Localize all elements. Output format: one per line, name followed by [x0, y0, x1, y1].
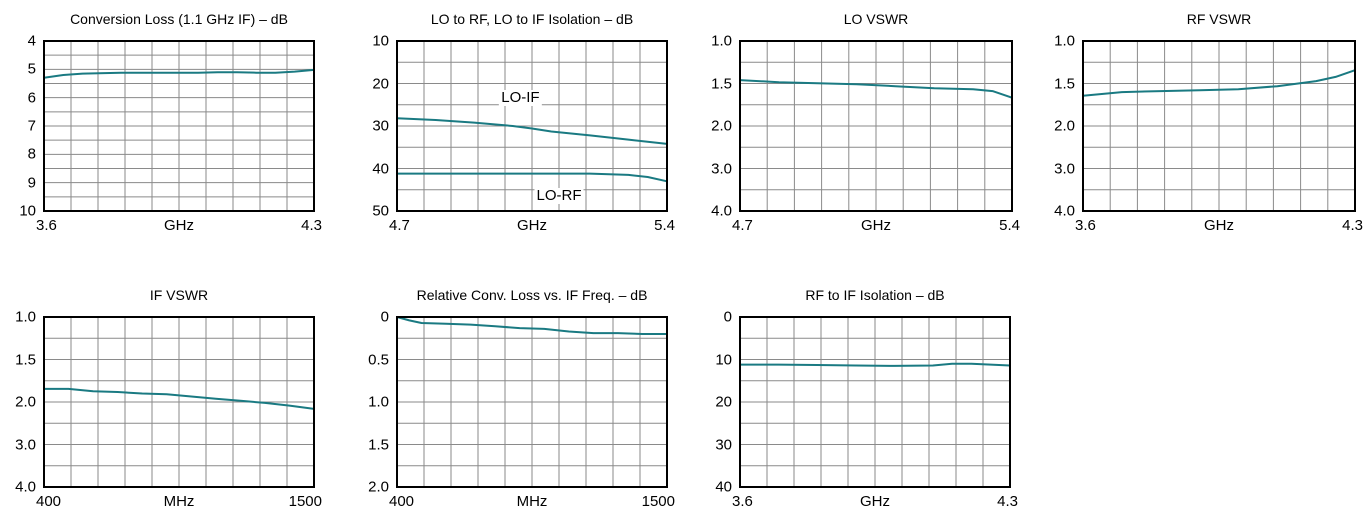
y-tick-label: 0	[723, 308, 732, 326]
y-tick-label: 2.0	[368, 478, 389, 496]
y-tick-label: 3.0	[15, 436, 36, 453]
plot-frame	[739, 40, 1013, 212]
y-tick-label: 1.0	[711, 32, 732, 50]
chart-panel-5: IF VSWR 1.0 1.5 2.0 3.0 4.0 400 MHz 1500	[15, 287, 322, 510]
x-tick-label: 5.4	[999, 217, 1020, 234]
chart-panel-2: LO to RF, LO to IF Isolation – dB 10 20 30 4…	[372, 11, 675, 234]
plot-frame	[1082, 40, 1356, 212]
series-line-lo-if	[396, 117, 668, 145]
x-tick-label: 5.4	[654, 217, 675, 234]
plot-frame	[396, 316, 668, 488]
y-tick-label: 7	[27, 117, 36, 135]
y-tick-label: 40	[715, 478, 732, 496]
y-tick-label: 10	[715, 351, 732, 368]
y-tick-label: 50	[372, 202, 389, 220]
plot-frame	[396, 40, 668, 212]
chart-plot-area	[1082, 40, 1356, 212]
y-tick-label: 2.0	[1054, 117, 1075, 135]
plot-frame	[739, 316, 1011, 488]
y-tick-label: 1.5	[711, 75, 732, 92]
chart-plot-area	[396, 40, 668, 212]
chart-plot-area	[396, 316, 668, 488]
plot-frame	[43, 316, 315, 488]
y-tick-label: 2.0	[711, 117, 732, 135]
series-line-lo-rf	[397, 172, 668, 183]
x-axis-unit-label: MHz	[516, 493, 548, 510]
y-tick-label: 4	[27, 32, 36, 50]
y-tick-label: 2.0	[15, 393, 36, 411]
series-line	[740, 362, 1011, 367]
x-tick-label: 1500	[288, 493, 322, 510]
series-label: LO-RF	[534, 187, 584, 205]
x-tick-label: 4.3	[997, 493, 1018, 510]
series-line	[43, 68, 315, 79]
y-tick-label: 9	[27, 174, 36, 192]
chart-plot-area	[43, 40, 315, 212]
y-tick-label: 20	[372, 75, 389, 92]
y-tick-label: 0	[380, 308, 389, 326]
chart-title: LO to RF, LO to IF Isolation – dB	[430, 11, 634, 27]
chart-plot-area	[739, 316, 1011, 488]
x-axis-unit-label: GHz	[861, 217, 891, 234]
x-tick-label: 400	[36, 493, 62, 510]
x-axis-unit-label: GHz	[517, 217, 547, 234]
y-tick-label: 30	[372, 117, 389, 135]
y-tick-label: 30	[715, 436, 732, 453]
chart-title: Relative Conv. Loss vs. IF Freq. – dB	[416, 287, 648, 303]
y-tick-label: 0.5	[368, 351, 389, 368]
chart-plot-area	[739, 40, 1013, 212]
chart-title: IF VSWR	[149, 287, 209, 303]
y-tick-label: 1.5	[15, 351, 36, 368]
series-line	[396, 316, 667, 335]
x-tick-label: 1500	[641, 493, 675, 510]
x-tick-label: 4.3	[301, 217, 322, 234]
x-tick-label: 4.7	[732, 217, 753, 234]
y-tick-label: 3.0	[1054, 160, 1075, 177]
chart-panel-6: Relative Conv. Loss vs. IF Freq. – dB 0 0.…	[368, 287, 675, 510]
plot-frame	[43, 40, 315, 212]
series-line	[739, 79, 1013, 99]
x-axis-unit-label: GHz	[860, 493, 890, 510]
y-tick-label: 10	[19, 202, 36, 220]
chart-panel-4: RF VSWR 1.0 1.5 2.0 3.0 4.0 3.6 GHz 4.3	[1054, 11, 1363, 234]
chart-title: Conversion Loss (1.1 GHz IF) – dB	[70, 11, 288, 27]
y-tick-label: 1.0	[15, 308, 36, 326]
chart-title: RF VSWR	[1186, 11, 1252, 27]
series-line	[44, 387, 315, 410]
y-tick-label: 8	[27, 145, 36, 163]
y-tick-label: 5	[27, 60, 36, 78]
y-tick-label: 40	[372, 160, 389, 177]
x-axis-unit-label: GHz	[164, 217, 194, 234]
x-tick-label: 3.6	[732, 493, 753, 510]
chart-panel-3: LO VSWR 1.0 1.5 2.0 3.0 4.0 4.7 GHz 5.4	[711, 11, 1020, 234]
chart-title: RF to IF Isolation – dB	[805, 287, 945, 303]
x-tick-label: 400	[389, 493, 415, 510]
x-tick-label: 4.7	[389, 217, 410, 234]
y-tick-label: 1.5	[368, 436, 389, 453]
chart-plot-area	[43, 316, 315, 488]
y-tick-label: 4.0	[1054, 202, 1075, 220]
chart-title: LO VSWR	[843, 11, 909, 27]
x-tick-label: 3.6	[36, 217, 57, 234]
x-tick-label: 3.6	[1075, 217, 1096, 234]
y-tick-label: 4.0	[711, 202, 732, 220]
y-tick-label: 1.0	[1054, 32, 1075, 50]
x-axis-unit-label: GHz	[1204, 217, 1234, 234]
x-axis-unit-label: MHz	[163, 493, 195, 510]
chart-panel-1: Conversion Loss (1.1 GHz IF) – dB 4 5 6 7 8 9 1…	[19, 11, 322, 234]
series-line	[1082, 69, 1356, 97]
y-tick-label: 3.0	[711, 160, 732, 177]
y-tick-label: 20	[715, 393, 732, 411]
y-tick-label: 10	[372, 32, 389, 50]
x-tick-label: 4.3	[1342, 217, 1363, 234]
chart-panel-7: RF to IF Isolation – dB 0 10 20 30 40 3.6 GHz 4.…	[715, 287, 1018, 510]
y-tick-label: 1.0	[368, 393, 389, 411]
y-tick-label: 1.5	[1054, 75, 1075, 92]
y-tick-label: 4.0	[15, 478, 36, 496]
y-tick-label: 6	[27, 89, 36, 107]
series-label: LO-IF	[499, 89, 542, 107]
